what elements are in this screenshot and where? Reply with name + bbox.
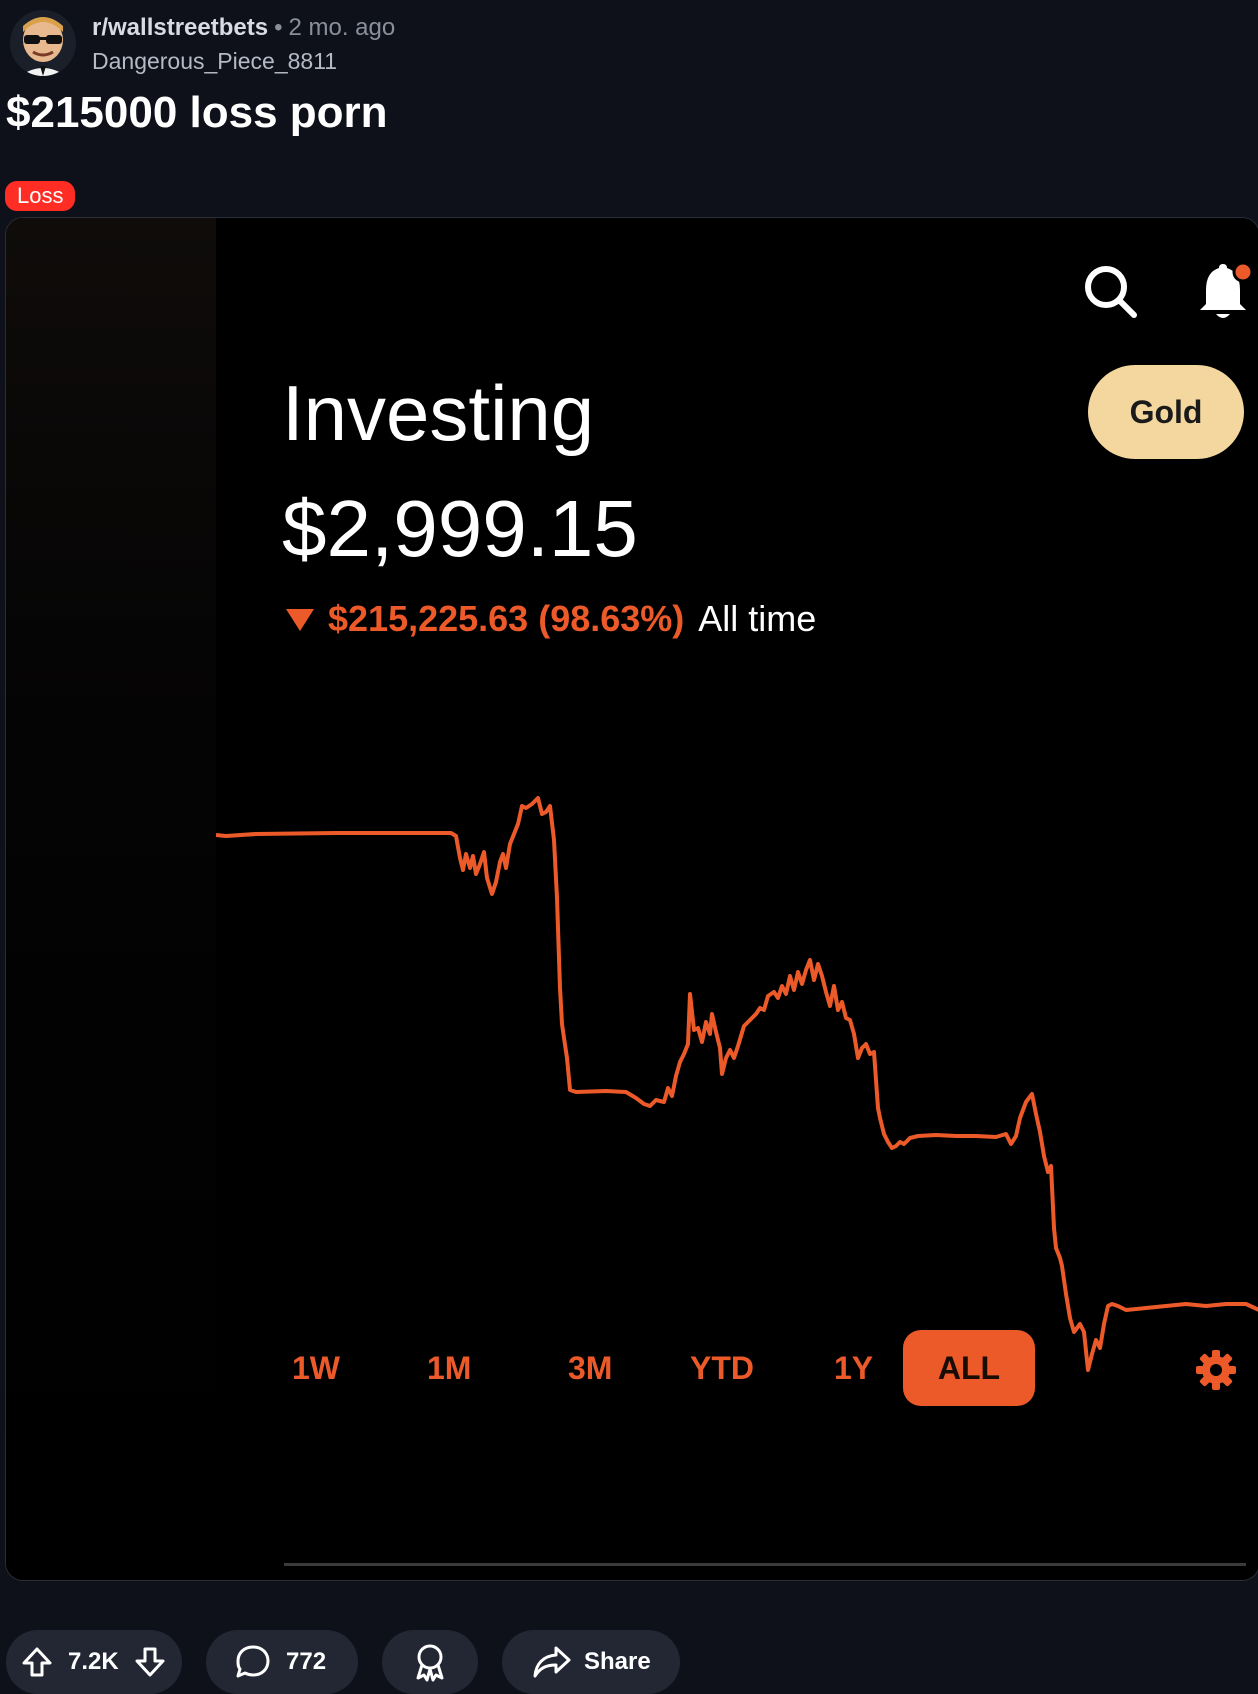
comments-button[interactable]: 772 — [206, 1630, 358, 1694]
range-1m-button[interactable]: 1M — [421, 1330, 477, 1406]
portfolio-change: $215,225.63 (98.63%) All time — [284, 598, 816, 640]
post-actions: 7.2K 772 Share — [0, 1630, 1258, 1694]
post-meta: r/wallstreetbets • 2 mo. ago Dangerous_Pie… — [92, 14, 395, 75]
portfolio-line — [216, 796, 1258, 1372]
share-icon — [533, 1646, 571, 1678]
range-3m-button[interactable]: 3M — [562, 1330, 618, 1406]
subreddit-link[interactable]: r/wallstreetbets — [92, 14, 269, 41]
app-divider — [284, 1563, 1246, 1566]
change-period: All time — [698, 598, 817, 639]
share-label: Share — [584, 1648, 651, 1675]
gold-button[interactable]: Gold — [1088, 365, 1244, 459]
range-1w-button[interactable]: 1W — [286, 1330, 346, 1406]
down-arrow-icon — [286, 609, 314, 631]
post-image[interactable]: Gold Investing $2,999.15 $215,225.63 (98… — [5, 217, 1258, 1581]
downvote-icon[interactable] — [133, 1645, 167, 1679]
portfolio-line-chart[interactable] — [216, 758, 1258, 1378]
time-range-selector: 1W 1M 3M YTD 1Y ALL — [216, 1328, 1258, 1408]
bell-icon[interactable] — [1192, 260, 1254, 324]
meta-line: r/wallstreetbets • 2 mo. ago — [92, 14, 395, 42]
post-age: 2 mo. ago — [288, 14, 396, 41]
change-value: $215,225.63 (98.63%) — [328, 598, 685, 639]
image-side-panel — [6, 218, 216, 1580]
award-icon — [416, 1644, 444, 1682]
notification-dot — [1232, 261, 1254, 283]
search-icon[interactable] — [1082, 263, 1140, 321]
meta-separator: • — [274, 14, 283, 41]
settings-icon[interactable] — [1194, 1348, 1238, 1392]
share-button[interactable]: Share — [502, 1630, 680, 1694]
investing-app-screen: Gold Investing $2,999.15 $215,225.63 (98… — [216, 218, 1258, 1580]
post-title[interactable]: $215000 loss porn — [6, 88, 388, 137]
award-button[interactable] — [382, 1630, 478, 1694]
range-all-button[interactable]: ALL — [903, 1330, 1035, 1406]
author-link[interactable]: Dangerous_Piece_8811 — [92, 48, 338, 74]
comment-icon — [236, 1645, 270, 1678]
range-1y-button[interactable]: 1Y — [828, 1330, 879, 1406]
range-ytd-button[interactable]: YTD — [684, 1330, 760, 1406]
portfolio-value: $2,999.15 — [282, 484, 638, 573]
upvote-count: 7.2K — [68, 1648, 119, 1675]
vote-control: 7.2K — [6, 1630, 182, 1694]
portfolio-section-title: Investing — [282, 369, 595, 457]
upvote-icon[interactable] — [20, 1645, 54, 1679]
comment-count: 772 — [286, 1648, 327, 1675]
flair-badge[interactable]: Loss — [5, 181, 76, 211]
post-header: r/wallstreetbets • 2 mo. ago Dangerous_Pie… — [10, 10, 395, 80]
avatar[interactable] — [10, 10, 76, 76]
